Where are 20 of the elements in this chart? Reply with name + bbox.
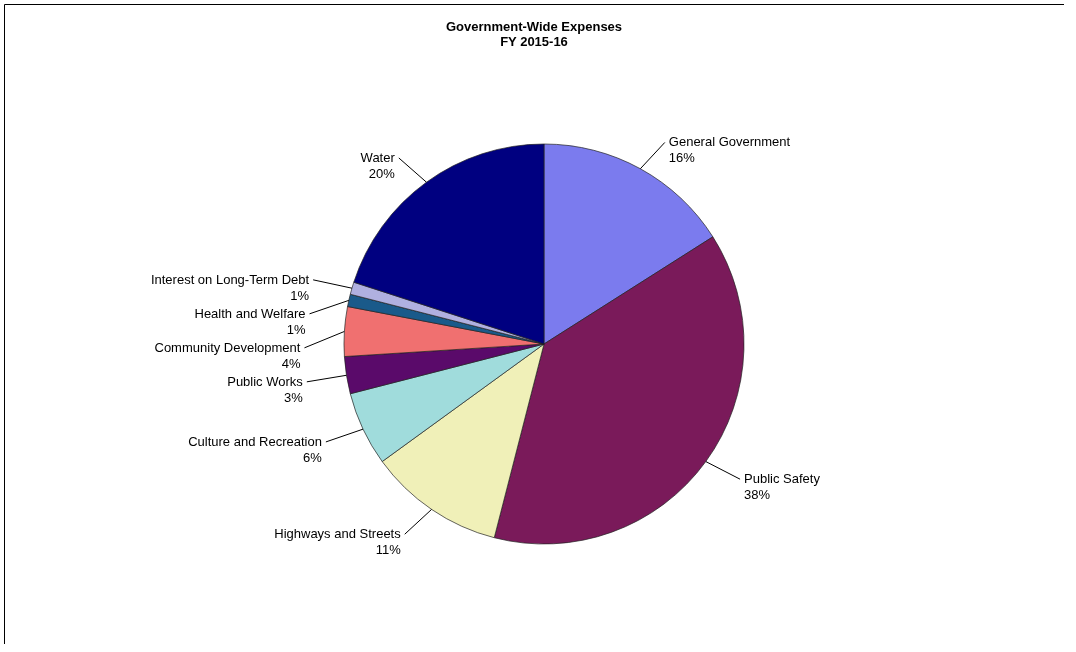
data-label: 3% bbox=[284, 389, 304, 405]
slice-label: Public Works bbox=[227, 373, 304, 389]
slice-label: Water bbox=[360, 149, 396, 165]
data-label: 11% bbox=[375, 542, 402, 558]
data-label: 38% bbox=[744, 487, 771, 503]
slice-label: General Government bbox=[668, 134, 791, 150]
slice-label: Community Development bbox=[154, 339, 301, 355]
data-label: 16% bbox=[668, 150, 696, 166]
slice-label: Public Safety bbox=[744, 471, 821, 487]
data-label: 4% bbox=[281, 355, 301, 371]
slice-label: Highways and Streets bbox=[274, 526, 402, 542]
slice-label: Interest on Long-Term Debt bbox=[150, 271, 310, 287]
data-label: 6% bbox=[303, 449, 323, 465]
text: Government-Wide Expenses bbox=[445, 19, 623, 34]
text: FY 2015-16 bbox=[500, 34, 568, 49]
slice-label: Culture and Recreation bbox=[188, 433, 322, 449]
data-label: 1% bbox=[290, 287, 310, 303]
data-label: 1% bbox=[286, 321, 306, 337]
slice-label: Health and Welfare bbox=[194, 305, 306, 321]
data-label: 20% bbox=[368, 165, 396, 181]
